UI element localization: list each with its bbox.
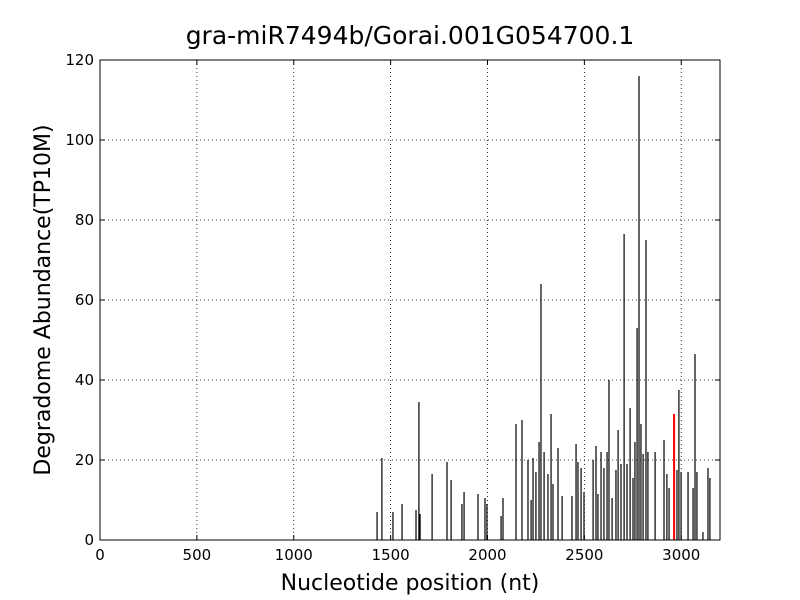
y-tick-label: 80 (75, 211, 94, 229)
x-tick-label: 1000 (275, 546, 313, 564)
y-tick-label: 20 (75, 451, 94, 469)
plot-frame (99, 59, 721, 541)
y-axis-label: Degradome Abundance(TP10M) (31, 124, 56, 475)
x-tick-label: 3000 (662, 546, 700, 564)
y-tick-label: 120 (65, 51, 94, 69)
x-tick-label: 2500 (565, 546, 603, 564)
y-tick-label: 60 (75, 291, 94, 309)
x-tick-label: 2000 (468, 546, 506, 564)
x-tick-label: 1500 (372, 546, 410, 564)
y-tick-label: 40 (75, 371, 94, 389)
y-tick-label: 100 (65, 131, 94, 149)
x-tick-label: 500 (183, 546, 212, 564)
chart-title: gra-miR7494b/Gorai.001G054700.1 (186, 21, 635, 50)
x-axis-label: Nucleotide position (nt) (281, 571, 540, 596)
x-tick-label: 0 (95, 546, 105, 564)
y-tick-label: 0 (84, 531, 94, 549)
